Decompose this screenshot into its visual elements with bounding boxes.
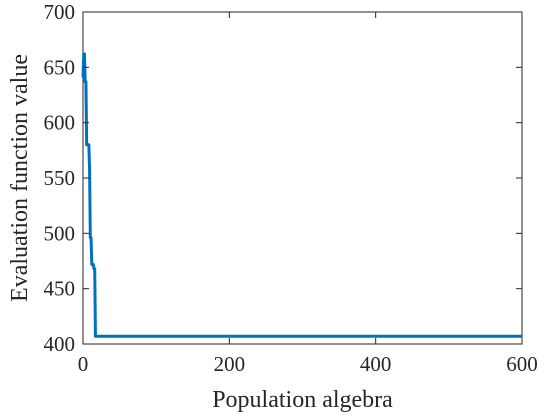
y-axis-label: Evaluation function value bbox=[7, 54, 33, 302]
y-tick-label: 700 bbox=[44, 0, 76, 24]
y-tick-label: 500 bbox=[44, 221, 76, 245]
x-axis-label: Population algebra bbox=[212, 387, 393, 413]
y-tick-label: 550 bbox=[44, 166, 76, 190]
x-tick-label: 600 bbox=[506, 352, 538, 376]
y-tick-label: 450 bbox=[44, 277, 76, 301]
x-tick-label: 200 bbox=[214, 352, 246, 376]
y-tick-label: 650 bbox=[44, 55, 76, 79]
series-layer bbox=[81, 52, 522, 338]
plot-frame bbox=[82, 11, 523, 345]
series-line bbox=[81, 52, 522, 338]
plot-area bbox=[82, 11, 523, 345]
ticks-layer: 0 200 400 600 400 450 500 550 600 650 700 bbox=[44, 0, 538, 376]
x-tick-label: 0 bbox=[78, 352, 89, 376]
x-tick-label: 400 bbox=[360, 352, 392, 376]
y-tick-label: 600 bbox=[44, 111, 76, 135]
y-tick-label: 400 bbox=[44, 332, 76, 356]
